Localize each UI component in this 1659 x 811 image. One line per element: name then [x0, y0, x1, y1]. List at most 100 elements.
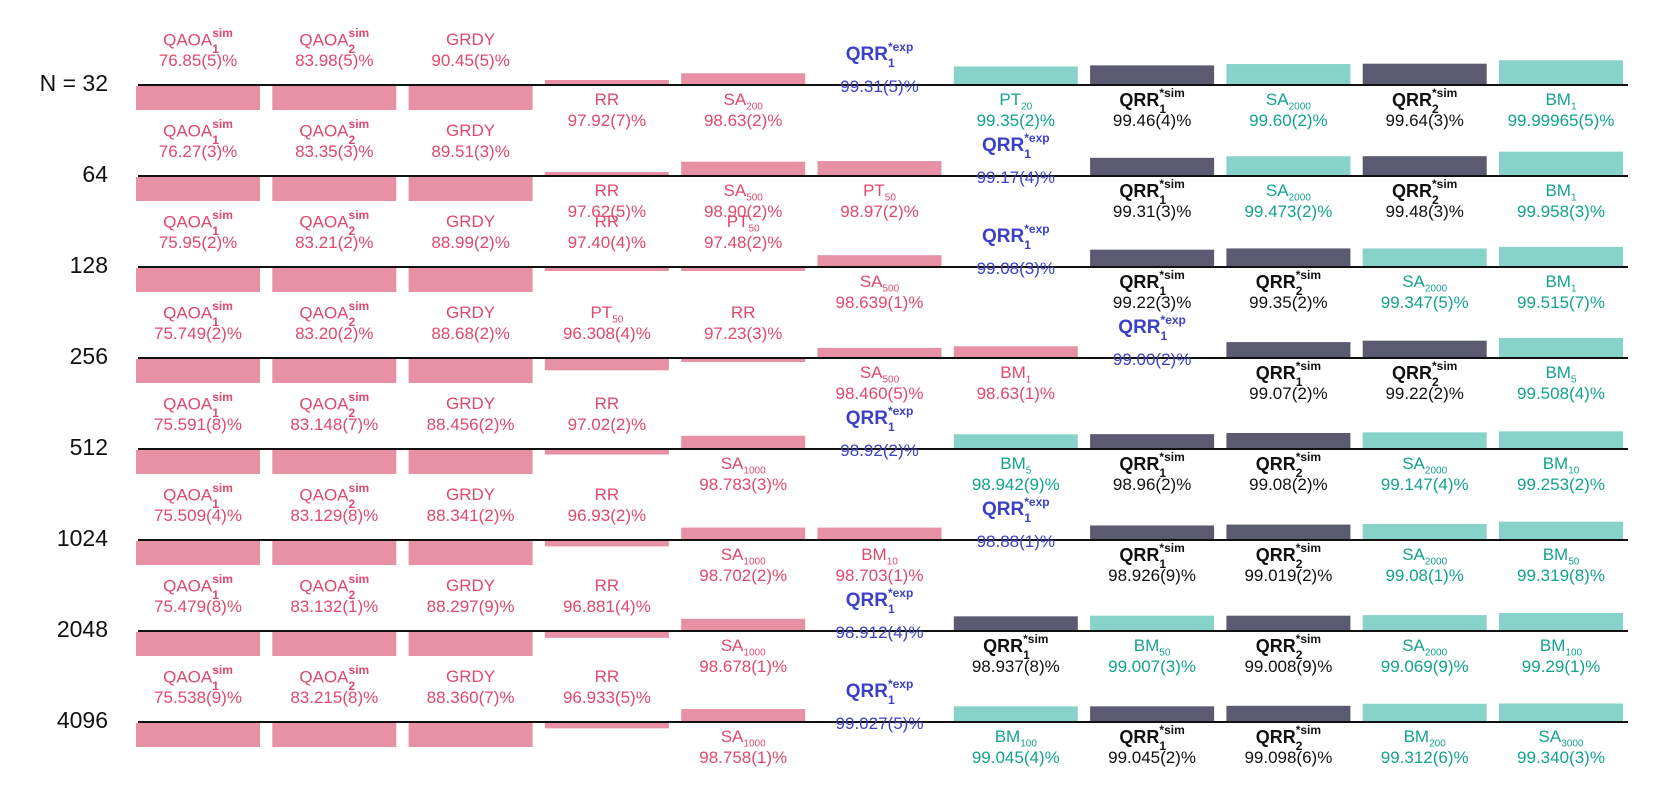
bar-grdy	[408, 541, 533, 565]
bar-qaoa1	[136, 541, 260, 565]
row-label: 4096	[56, 707, 108, 733]
entry-value: 99.31(5)%	[840, 77, 919, 96]
entry-label: PT50 98.97(2)%	[818, 180, 942, 222]
entry-value: 99.515(7)%	[1517, 293, 1605, 312]
entry-value: 99.08(2)%	[1249, 475, 1328, 494]
entry-value: 88.360(7)%	[426, 688, 515, 707]
entry-label: BM5 99.508(4)%	[1499, 362, 1623, 404]
entry-value: 99.147(4)%	[1380, 475, 1469, 494]
bar-sa1000	[681, 435, 806, 448]
entry-name: SA500	[723, 181, 763, 204]
entry-value: 98.63(2)%	[703, 111, 783, 130]
entry-name: QAOA sim 1	[163, 117, 233, 147]
entry-label: PT20 99.35(2)%	[954, 89, 1078, 131]
bar-qrr2	[1362, 156, 1487, 175]
entry-value: 99.99965(5)%	[1507, 111, 1615, 130]
entry-label: QAOA sim 1 76.27(3)%	[136, 117, 260, 162]
entry-label: QAOA sim 1 75.749(2)%	[136, 300, 260, 344]
entry-name: SA500	[859, 363, 900, 386]
entry-name: GRDY	[446, 303, 496, 322]
entry-value: 98.942(9)%	[971, 475, 1060, 494]
entry-label: QRR *sim 2 99.08(2)%	[1226, 451, 1350, 495]
entry-value: 75.95(2)%	[158, 233, 238, 252]
bar-pt50	[681, 268, 806, 271]
entry-name: BM10	[861, 545, 898, 568]
entry-value: 98.783(3)%	[699, 475, 788, 494]
entry-label: QRR *sim 1 99.07(2)%	[1226, 359, 1350, 404]
bar-qrr2	[1226, 432, 1351, 448]
entry-label: SA200 98.63(2)%	[681, 89, 805, 131]
entry-value: 99.340(3)%	[1517, 748, 1605, 767]
entry-value: 99.008(9)%	[1244, 657, 1333, 676]
entry-label: PT50 96.308(4)%	[545, 302, 669, 344]
entry-label: SA500 98.639(1)%	[818, 271, 942, 313]
entry-name: QRR *sim 2	[1255, 723, 1322, 754]
entry-value: 97.23(3)%	[703, 324, 783, 343]
entry-value: 99.00(2)%	[1112, 350, 1192, 369]
entry-name: QAOA sim 2	[299, 117, 370, 147]
entry-label: GRDY 88.456(2)%	[409, 393, 533, 435]
entry-label: SA2000 99.347(5)%	[1363, 271, 1487, 313]
entry-label: QAOA sim 2 83.98(5)%	[272, 27, 396, 71]
entry-name: SA2000	[1402, 636, 1448, 659]
entry-label: SA500 98.90(2)%	[681, 180, 805, 222]
entry-label: QRR *exp 1 99.027(5)%	[818, 678, 942, 734]
entry-value: 99.253(2)%	[1517, 475, 1605, 494]
entry-name: SA2000	[1402, 545, 1448, 568]
bar-qaoa2	[272, 268, 397, 292]
entry-label: QRR *exp 1 98.912(4)%	[818, 587, 942, 643]
entry-name: QRR *exp 1	[1118, 313, 1186, 343]
entry-value: 75.509(4)%	[154, 506, 242, 525]
entry-label: BM10 99.253(2)%	[1499, 453, 1623, 495]
entry-name: BM5	[1000, 454, 1032, 477]
entry-label: QRR *sim 2 99.22(2)%	[1363, 359, 1487, 404]
bar-bm10	[1499, 431, 1623, 448]
entry-value: 88.341(2)%	[426, 506, 515, 525]
entry-name: QRR *sim 1	[1255, 359, 1322, 390]
entry-label: QAOA sim 2 83.35(3)%	[272, 117, 396, 162]
entry-name: BM50	[1542, 545, 1580, 568]
entry-name: QRR *sim 2	[1255, 632, 1322, 663]
bar-bm1	[1499, 151, 1623, 175]
entry-name: QAOA sim 1	[163, 572, 233, 602]
entry-label: RR 97.02(2)%	[545, 393, 669, 435]
entry-value: 99.319(8)%	[1517, 566, 1605, 585]
entry-label: GRDY 89.51(3)%	[409, 120, 533, 162]
entry-name: SA2000	[1265, 90, 1311, 113]
entry-value: 99.027(5)%	[835, 714, 924, 733]
entry-label: QAOA sim 1 75.509(4)%	[136, 482, 260, 526]
entry-name: QRR *exp 1	[845, 40, 914, 70]
bar-sa1000	[681, 618, 806, 630]
entry-name: QRR *sim 1	[1119, 268, 1185, 299]
entry-value: 98.912(4)%	[835, 623, 924, 642]
entry-label: SA1000 98.702(2)%	[681, 544, 805, 586]
entry-label: BM200 99.312(6)%	[1363, 726, 1487, 768]
entry-name: RR	[594, 485, 620, 504]
entry-label: BM100 99.29(1)%	[1499, 635, 1623, 677]
entry-value: 99.22(3)%	[1112, 293, 1192, 312]
entry-name: RR	[594, 90, 620, 109]
entry-value: 99.473(2)%	[1244, 202, 1333, 221]
bar-qrr1	[1090, 706, 1215, 721]
entry-label: SA2000 99.08(1)%	[1363, 544, 1487, 586]
entry-value: 99.22(2)%	[1385, 384, 1464, 403]
bar-qaoa2	[272, 359, 397, 383]
entry-name: RR	[594, 181, 620, 200]
entry-name: BM1	[1000, 363, 1032, 386]
bar-qaoa1	[136, 450, 260, 474]
bar-sa1000	[681, 527, 806, 539]
entry-name: RR	[594, 576, 620, 595]
entry-label: BM50 99.007(3)%	[1090, 635, 1214, 677]
entry-name: QAOA sim 2	[299, 663, 370, 693]
entry-value: 98.678(1)%	[699, 657, 788, 676]
entry-label: QAOA sim 2 83.21(2)%	[272, 209, 396, 253]
bar-sa2000	[1226, 156, 1351, 175]
entry-name: RR	[594, 212, 620, 231]
entry-label: BM5 98.942(9)%	[954, 453, 1078, 495]
entry-name: QRR *sim 2	[1392, 177, 1458, 208]
entry-label: BM1 99.515(7)%	[1499, 271, 1623, 313]
bar-rr	[544, 450, 669, 455]
entry-value: 76.85(5)%	[158, 51, 238, 70]
entry-value: 83.129(8)%	[290, 506, 379, 525]
entry-name: QRR *sim 2	[1392, 359, 1458, 390]
